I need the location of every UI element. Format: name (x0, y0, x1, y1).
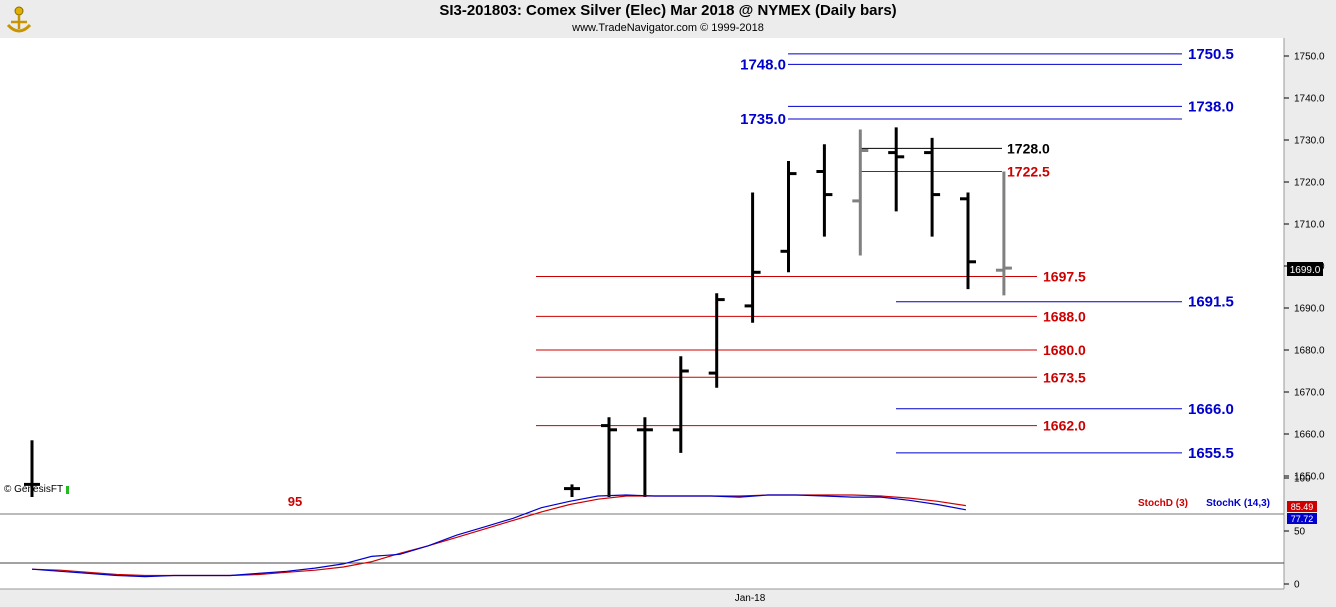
price-chart[interactable]: 1750.5 1748.0 1738.0 1735.0 1728.0 1722.5 1697… (0, 38, 1336, 607)
stochastic-panel: 0 50 100 StochD (3) 85.49 StochK (14,3) 77.72 9… (31, 474, 1317, 591)
level-label: 1697.5 (1043, 269, 1086, 285)
date-tick-label: Jan-18 (735, 593, 766, 604)
stochk-legend: StochK (14,3) (1206, 498, 1270, 509)
chart-subtitle: www.TradeNavigator.com © 1999-2018 (572, 22, 764, 34)
date-axis-panel (0, 589, 1284, 607)
stochd-badge (1287, 501, 1317, 512)
last-price-label: 1699.0 (1290, 265, 1321, 276)
last-price-badge (1287, 262, 1323, 276)
level-label: 1666.0 (1188, 401, 1234, 418)
y-tick-label: 1720.0 (1294, 178, 1325, 189)
y-tick-label: 1680.0 (1294, 346, 1325, 357)
level-label: 1680.0 (1043, 342, 1086, 358)
genesis-mark-icon (66, 486, 69, 494)
level-label: 1738.0 (1188, 98, 1234, 115)
y-tick-label: 1730.0 (1294, 136, 1325, 147)
y-tick-label: 1740.0 (1294, 94, 1325, 105)
tradenavigator-logo-icon (6, 6, 32, 33)
y-tick-label: 1690.0 (1294, 304, 1325, 315)
level-label: 1655.5 (1188, 445, 1234, 462)
stochk-line (31, 494, 967, 578)
levels-layer: 1750.5 1748.0 1738.0 1735.0 1728.0 1722.5 1697… (536, 46, 1234, 462)
level-label: 1748.0 (740, 56, 786, 73)
stochk-value: 77.72 (1291, 514, 1314, 524)
watermark: © GenesisFT (4, 484, 63, 495)
y-tick-label: 1750.0 (1294, 52, 1325, 63)
level-label: 1735.0 (740, 111, 786, 128)
stochk-badge (1287, 513, 1317, 524)
stochd-legend: StochD (3) (1138, 498, 1188, 509)
stochd-value: 85.49 (1291, 502, 1314, 512)
y-tick-label: 1710.0 (1294, 220, 1325, 231)
level-label: 1750.5 (1188, 46, 1234, 63)
stoch-tick-label: 100 (1294, 474, 1311, 485)
level-label: 1691.5 (1188, 294, 1234, 311)
level-label: 1728.0 (1007, 140, 1050, 156)
level-label: 1722.5 (1007, 164, 1050, 180)
chart-header: SI3-201803: Comex Silver (Elec) Mar 2018… (0, 0, 1336, 38)
y-tick-label: 1650.0 (1294, 472, 1325, 483)
y-tick-label: 1670.0 (1294, 388, 1325, 399)
y-tick-label: 1660.0 (1294, 430, 1325, 441)
level-label: 1673.5 (1043, 369, 1086, 385)
level-label: 1688.0 (1043, 308, 1086, 324)
chart-title: SI3-201803: Comex Silver (Elec) Mar 2018… (439, 2, 897, 19)
stoch-overbought-label: 95 (288, 494, 302, 509)
stoch-tick-label: 50 (1294, 527, 1306, 538)
stoch-tick-label: 0 (1294, 580, 1300, 591)
price-axis-panel (1284, 38, 1336, 607)
bars-layer (24, 127, 1012, 497)
level-label: 1662.0 (1043, 418, 1086, 434)
